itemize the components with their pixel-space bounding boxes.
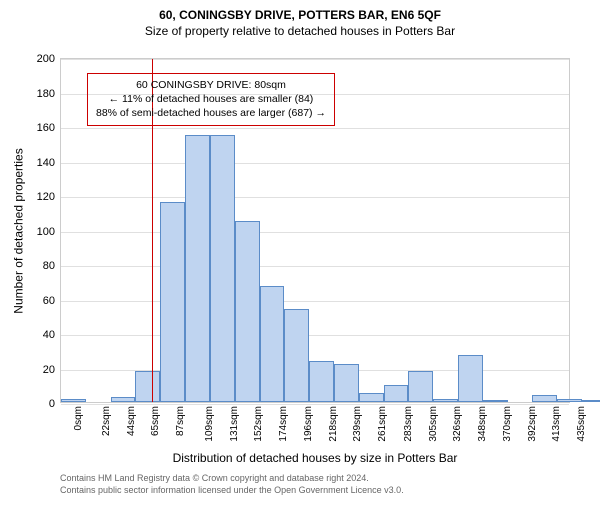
histogram-bar <box>160 202 185 402</box>
x-tick-label: 261sqm <box>377 406 388 442</box>
x-tick-label: 435sqm <box>576 406 587 442</box>
x-tick-label: 131sqm <box>229 406 240 442</box>
histogram-bar <box>284 309 309 402</box>
footer-line: Contains public sector information licen… <box>60 485 404 497</box>
x-tick-label: 413sqm <box>551 406 562 442</box>
x-tick-label: 65sqm <box>150 406 161 436</box>
histogram-bar <box>582 400 600 402</box>
x-tick-label: 283sqm <box>402 406 413 442</box>
x-tick-label: 392sqm <box>527 406 538 442</box>
x-tick-label: 87sqm <box>175 406 186 436</box>
histogram-bar <box>210 135 235 402</box>
y-tick-label: 100 <box>37 226 55 238</box>
y-tick-label: 160 <box>37 122 55 134</box>
y-tick-label: 0 <box>49 398 55 410</box>
y-tick-label: 60 <box>43 295 55 307</box>
info-line: 60 CONINGSBY DRIVE: 80sqm <box>96 78 326 92</box>
property-info-box: 60 CONINGSBY DRIVE: 80sqm← 11% of detach… <box>87 73 335 126</box>
y-tick-label: 200 <box>37 53 55 65</box>
x-tick-label: 0sqm <box>73 406 84 430</box>
x-tick-label: 109sqm <box>203 406 214 442</box>
x-tick-label: 348sqm <box>477 406 488 442</box>
histogram-bar <box>532 395 557 402</box>
histogram-bar <box>483 400 508 402</box>
histogram-bar <box>334 364 359 402</box>
gridline <box>61 197 569 198</box>
histogram-bar <box>260 286 285 402</box>
y-tick-label: 180 <box>37 88 55 100</box>
histogram-bar <box>433 399 458 402</box>
y-tick-label: 80 <box>43 260 55 272</box>
x-tick-label: 174sqm <box>278 406 289 442</box>
histogram-bar <box>557 399 582 402</box>
info-line: 88% of semi-detached houses are larger (… <box>96 106 326 120</box>
y-tick-label: 140 <box>37 157 55 169</box>
info-line: ← 11% of detached houses are smaller (84… <box>96 92 326 106</box>
histogram-bar <box>309 361 334 402</box>
x-tick-label: 22sqm <box>101 406 112 436</box>
histogram-bar <box>135 371 160 402</box>
x-axis-label: Distribution of detached houses by size … <box>173 451 458 465</box>
histogram-bar <box>61 399 86 402</box>
histogram-bar <box>185 135 210 402</box>
chart-title-main: 60, CONINGSBY DRIVE, POTTERS BAR, EN6 5Q… <box>0 8 600 22</box>
histogram-chart: 0204060801001201401601802000sqm22sqm44sq… <box>60 58 570 403</box>
x-tick-label: 305sqm <box>428 406 439 442</box>
gridline <box>61 128 569 129</box>
gridline <box>61 301 569 302</box>
histogram-bar <box>384 385 409 402</box>
gridline <box>61 335 569 336</box>
x-tick-label: 44sqm <box>126 406 137 436</box>
x-tick-label: 370sqm <box>502 406 513 442</box>
gridline <box>61 59 569 60</box>
chart-title-sub: Size of property relative to detached ho… <box>0 24 600 38</box>
gridline <box>61 232 569 233</box>
x-tick-label: 239sqm <box>352 406 363 442</box>
gridline <box>61 163 569 164</box>
y-tick-label: 120 <box>37 191 55 203</box>
histogram-bar <box>111 397 136 402</box>
y-tick-label: 40 <box>43 329 55 341</box>
x-tick-label: 218sqm <box>328 406 339 442</box>
y-tick-label: 20 <box>43 364 55 376</box>
histogram-bar <box>235 221 260 402</box>
x-tick-label: 152sqm <box>253 406 264 442</box>
x-tick-label: 196sqm <box>303 406 314 442</box>
attribution-footer: Contains HM Land Registry data © Crown c… <box>60 473 404 496</box>
histogram-bar <box>458 355 483 402</box>
x-tick-label: 326sqm <box>452 406 463 442</box>
footer-line: Contains HM Land Registry data © Crown c… <box>60 473 404 485</box>
y-axis-label: Number of detached properties <box>12 148 26 313</box>
gridline <box>61 404 569 405</box>
histogram-bar <box>359 393 384 402</box>
gridline <box>61 266 569 267</box>
histogram-bar <box>408 371 433 402</box>
